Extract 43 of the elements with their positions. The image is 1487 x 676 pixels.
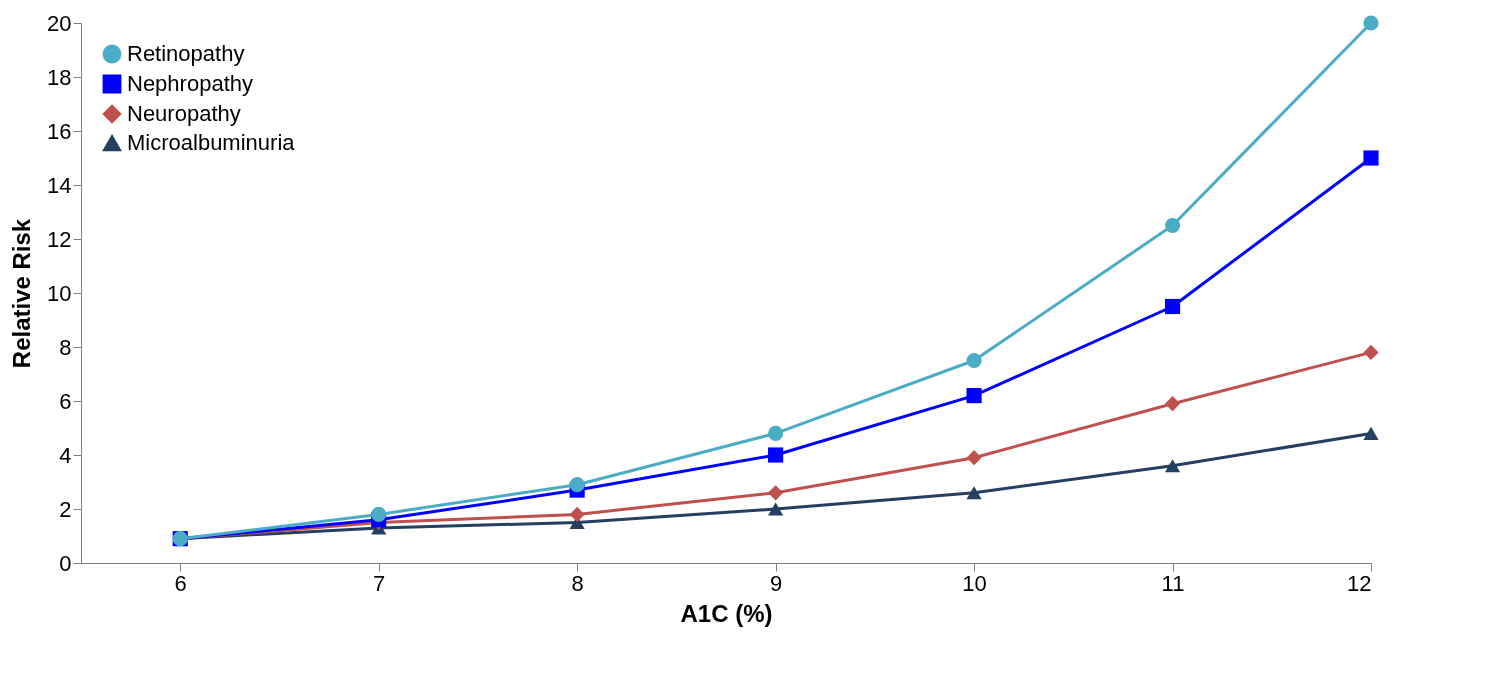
point (569, 506, 585, 522)
x-tick-label: 12 (1347, 570, 1372, 596)
y-tick-label: 6 (59, 388, 72, 414)
x-tick-label: 10 (962, 570, 987, 596)
legend-label: Nephropathy (127, 71, 253, 96)
point (966, 388, 982, 404)
point (1363, 426, 1379, 440)
x-tick-label: 11 (1161, 570, 1185, 596)
point (1164, 217, 1181, 234)
point (768, 502, 784, 516)
point (569, 477, 585, 493)
x-axis-title: A1C (%) (680, 599, 773, 627)
legend-label: Retinopathy (127, 41, 245, 66)
y-tick-label: 8 (59, 334, 72, 360)
x-tick-label: 8 (571, 570, 584, 596)
point (1363, 15, 1379, 31)
y-tick-label: 4 (59, 442, 72, 468)
y-tick-label: 10 (47, 280, 72, 306)
point (1363, 150, 1379, 166)
point (371, 506, 387, 522)
y-tick-label: 20 (47, 10, 72, 36)
point (1164, 459, 1181, 473)
y-tick-label: 0 (59, 550, 72, 576)
point (966, 450, 982, 466)
x-tick-label: 7 (373, 570, 386, 596)
point (966, 352, 982, 369)
point (966, 486, 982, 500)
y-tick-label: 2 (59, 496, 72, 522)
legend-label: Neuropathy (127, 101, 241, 126)
point (768, 485, 784, 501)
y-tick-label: 16 (47, 118, 72, 144)
y-axis-title: Relative Risk (8, 218, 36, 369)
point (1363, 344, 1379, 360)
point (1164, 396, 1181, 412)
x-tick-label: 6 (174, 570, 187, 596)
point (1164, 298, 1181, 315)
y-tick-label: 14 (47, 172, 72, 198)
point (768, 425, 784, 441)
y-tick-label: 18 (47, 64, 72, 90)
x-tick-label: 9 (769, 570, 783, 596)
legend-label: Microalbuminuria (127, 130, 296, 155)
point (768, 447, 784, 463)
y-tick-label: 12 (47, 226, 72, 252)
